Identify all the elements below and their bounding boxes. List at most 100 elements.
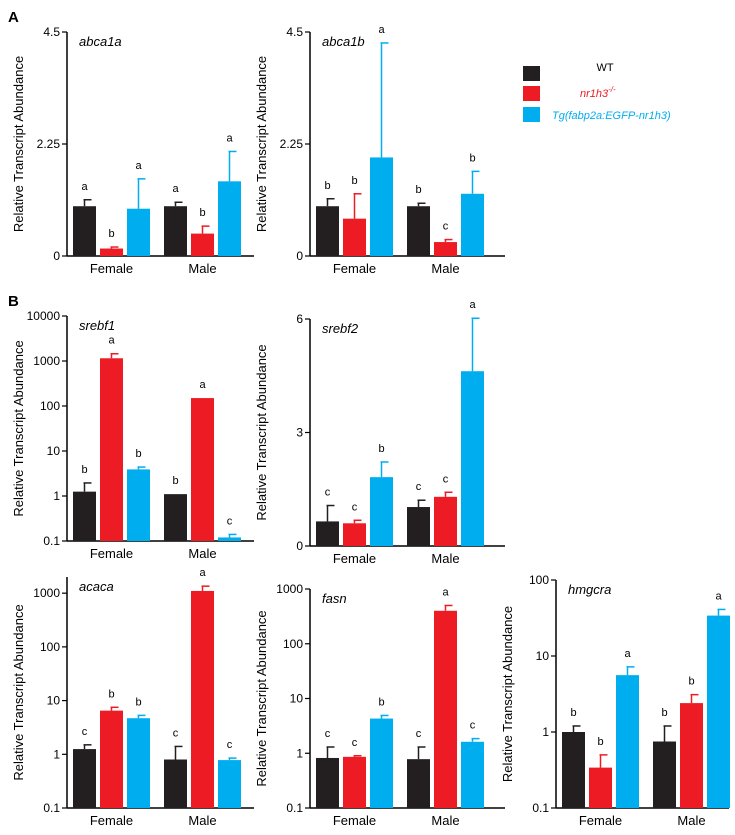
legend-swatch-wt (523, 66, 540, 81)
significance-letter: c (352, 737, 358, 749)
chart-title: hmgcra (568, 582, 611, 597)
significance-letter: b (378, 443, 384, 455)
y-tick-label: 10 (47, 444, 61, 458)
significance-letter: b (172, 475, 178, 487)
chart-abca1a: 0 2.25 4.5 Relative Transcript Abundance abc… (11, 25, 254, 276)
significance-letter: a (226, 132, 233, 144)
chart-hmgcra: 0.1 1 10 100 Relative Transcript Abundance hm… (500, 573, 730, 828)
y-axis-title: Relative Transcript Abundance (11, 56, 26, 232)
significance-letter: c (443, 221, 449, 233)
significance-letter: c (416, 728, 422, 740)
significance-letter: c (227, 515, 233, 527)
y-axis-title: Relative Transcript Abundance (254, 344, 269, 520)
bar (434, 496, 457, 546)
significance-letter: b (135, 448, 141, 460)
y-tick-label: 0 (296, 539, 303, 553)
bar (434, 610, 457, 808)
y-axis-title: Relative Transcript Abundance (11, 604, 26, 780)
y-axis-title: Relative Transcript Abundance (500, 606, 515, 782)
y-tick-label: 6 (296, 312, 303, 326)
chart-srebf1: 0.1 1 10 100 1000 10000 Relative Transcript Ab… (11, 309, 254, 561)
legend-label-transgenic: Tg(fabp2a:EGFP-nr1h3) (552, 110, 671, 122)
significance-letter: a (199, 379, 206, 391)
bar (191, 590, 214, 808)
y-tick-label: 0.1 (532, 801, 549, 815)
bar (407, 206, 430, 256)
x-category-label: Female (90, 813, 133, 828)
bar (316, 206, 339, 256)
y-axis-title: Relative Transcript Abundance (254, 56, 269, 232)
bar (461, 371, 484, 546)
bar (461, 193, 484, 256)
bar (370, 157, 393, 256)
bar (407, 507, 430, 546)
x-category-label: Male (431, 261, 459, 276)
bar (127, 718, 150, 808)
y-tick-label: 0.1 (43, 801, 60, 815)
significance-letter: b (199, 207, 205, 219)
significance-letter: b (108, 688, 114, 700)
legend-swatch-transgenic (523, 107, 540, 122)
panel-label-a: A (8, 9, 19, 26)
x-category-label: Female (333, 551, 376, 566)
significance-letter: c (416, 481, 422, 493)
y-tick-label: 3 (296, 426, 303, 440)
y-tick-label: 10 (290, 692, 304, 706)
y-tick-label: 1000 (276, 582, 303, 596)
bar (100, 248, 123, 256)
x-category-label: Female (579, 813, 622, 828)
bar (191, 233, 214, 256)
chart-title: fasn (322, 591, 347, 606)
bar (343, 523, 366, 546)
bar (370, 477, 393, 546)
bar (343, 756, 366, 808)
significance-letter: b (661, 707, 667, 719)
significance-letter: c (352, 501, 358, 513)
chart-title: abca1a (79, 34, 122, 49)
bar (434, 242, 457, 256)
x-category-label: Female (333, 261, 376, 276)
bar (707, 615, 730, 808)
chart-title: abca1b (322, 34, 365, 49)
bar (589, 767, 612, 808)
bar (127, 208, 150, 256)
x-category-label: Male (677, 813, 705, 828)
significance-letter: c (82, 726, 88, 738)
y-tick-label: 0.1 (43, 534, 60, 548)
chart-acaca: 0.1 1 10 100 1000 Relative Transcript Abundan… (11, 567, 254, 828)
bar (164, 206, 187, 256)
bar (316, 521, 339, 546)
bar (616, 675, 639, 808)
significance-letter: a (199, 567, 206, 579)
significance-letter: b (378, 696, 384, 708)
panel-label-b: B (8, 293, 19, 310)
significance-letter: b (415, 184, 421, 196)
bar (191, 398, 214, 541)
y-tick-label: 2.25 (280, 137, 304, 151)
bar (73, 491, 96, 541)
significance-letter: b (597, 736, 603, 748)
significance-letter: a (715, 590, 722, 602)
legend-label-mutant-sup: -/- (608, 85, 616, 94)
legend-label-wt: WT (596, 62, 613, 74)
chart-srebf2: 0 3 6 Relative Transcript Abundance srebf2 Fe… (254, 299, 505, 566)
legend-label-mutant-base: nr1h3 (580, 88, 609, 100)
significance-letter: c (325, 728, 331, 740)
y-tick-label: 10 (47, 694, 61, 708)
significance-letter: b (351, 175, 357, 187)
bar (653, 741, 676, 808)
y-tick-label: 100 (40, 399, 60, 413)
significance-letter: b (135, 696, 141, 708)
significance-letter: a (81, 181, 88, 193)
bar (343, 218, 366, 256)
significance-letter: b (469, 152, 475, 164)
bar (562, 732, 585, 808)
legend: WT nr1h3-/- Tg(fabp2a:EGFP-nr1h3) (523, 62, 671, 122)
bar (73, 206, 96, 256)
significance-letter: a (135, 160, 142, 172)
chart-title: acaca (79, 579, 114, 594)
x-category-label: Female (90, 546, 133, 561)
